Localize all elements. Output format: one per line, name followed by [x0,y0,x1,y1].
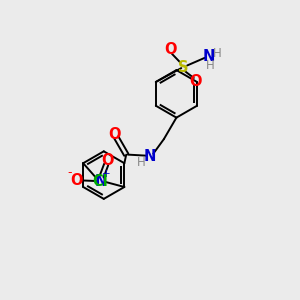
Text: H: H [136,156,145,169]
Text: Cl: Cl [92,174,108,189]
Text: +: + [102,169,110,179]
Text: O: O [108,127,121,142]
Text: -: - [67,166,72,178]
Text: S: S [178,60,188,75]
Text: H: H [206,59,215,72]
Text: N: N [202,49,215,64]
Text: O: O [70,173,83,188]
Text: N: N [94,173,107,188]
Text: H: H [213,47,222,60]
Text: O: O [164,42,177,57]
Text: O: O [101,153,113,168]
Text: O: O [189,74,202,89]
Text: N: N [144,149,156,164]
